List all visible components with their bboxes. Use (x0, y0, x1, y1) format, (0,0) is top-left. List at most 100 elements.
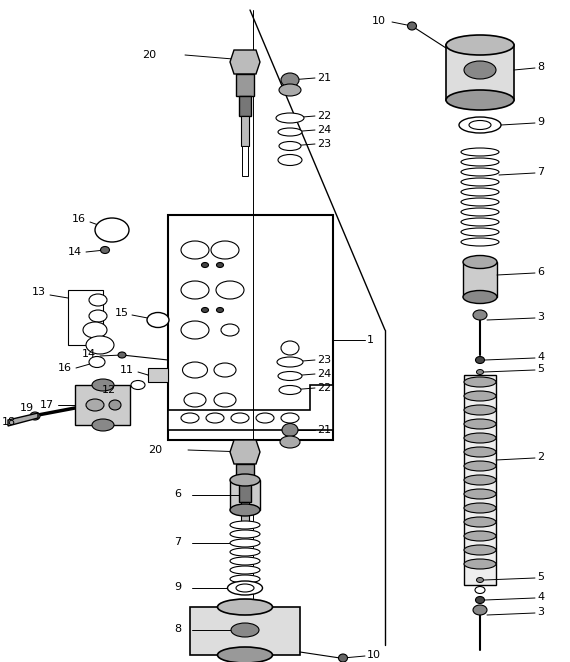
Ellipse shape (473, 310, 487, 320)
Ellipse shape (464, 419, 496, 429)
Ellipse shape (230, 504, 260, 516)
Text: 5: 5 (537, 364, 544, 374)
Bar (190, 607, 300, 655)
Ellipse shape (461, 168, 499, 176)
Polygon shape (168, 385, 333, 430)
Text: 7: 7 (174, 537, 181, 547)
Ellipse shape (461, 178, 499, 186)
Ellipse shape (464, 61, 496, 79)
Text: 21: 21 (317, 73, 331, 83)
Ellipse shape (279, 385, 301, 395)
Ellipse shape (95, 218, 129, 242)
Text: 18: 18 (2, 417, 16, 427)
Ellipse shape (281, 341, 299, 355)
Ellipse shape (83, 322, 107, 338)
Ellipse shape (230, 539, 260, 547)
Ellipse shape (464, 489, 496, 499)
Ellipse shape (464, 447, 496, 457)
Text: 21: 21 (317, 425, 331, 435)
Text: 20: 20 (148, 445, 162, 455)
Ellipse shape (475, 357, 484, 363)
Ellipse shape (464, 377, 496, 387)
Text: 16: 16 (72, 214, 86, 224)
Ellipse shape (339, 654, 348, 662)
Text: 2: 2 (537, 452, 544, 462)
Ellipse shape (184, 393, 206, 407)
Bar (241, 116, 249, 146)
Ellipse shape (461, 228, 499, 236)
Text: 19: 19 (20, 403, 34, 413)
Text: 13: 13 (32, 287, 46, 297)
Ellipse shape (147, 312, 169, 328)
Ellipse shape (469, 120, 491, 130)
Ellipse shape (231, 623, 259, 637)
Bar (68, 290, 103, 345)
Ellipse shape (464, 461, 496, 471)
Ellipse shape (464, 531, 496, 541)
Ellipse shape (181, 281, 209, 299)
Text: 24: 24 (317, 125, 331, 135)
Bar (241, 502, 249, 527)
Text: 6: 6 (174, 489, 181, 499)
Ellipse shape (461, 148, 499, 156)
Ellipse shape (446, 90, 514, 110)
Ellipse shape (461, 158, 499, 166)
Bar (236, 74, 254, 96)
Ellipse shape (30, 412, 40, 420)
Text: 20: 20 (142, 50, 156, 60)
Text: 17: 17 (40, 400, 54, 410)
Text: 1: 1 (367, 335, 374, 345)
Ellipse shape (276, 113, 304, 123)
Text: 11: 11 (120, 365, 134, 375)
Ellipse shape (236, 584, 254, 592)
Bar (230, 480, 260, 510)
Text: 5: 5 (537, 572, 544, 582)
Ellipse shape (221, 324, 239, 336)
Bar (75, 385, 130, 425)
Ellipse shape (280, 436, 300, 448)
Ellipse shape (217, 263, 223, 267)
Ellipse shape (463, 256, 497, 269)
Bar (148, 368, 168, 382)
Ellipse shape (475, 587, 485, 594)
Ellipse shape (214, 393, 236, 407)
Ellipse shape (464, 559, 496, 569)
Ellipse shape (461, 208, 499, 216)
Text: 10: 10 (367, 650, 381, 660)
Ellipse shape (218, 599, 272, 615)
Ellipse shape (461, 218, 499, 226)
Ellipse shape (227, 581, 263, 595)
Text: 22: 22 (317, 383, 331, 393)
Ellipse shape (475, 596, 484, 604)
Bar (446, 45, 514, 100)
Ellipse shape (100, 246, 109, 254)
Bar (242, 146, 248, 176)
Ellipse shape (477, 577, 483, 583)
Text: 23: 23 (317, 139, 331, 149)
Text: 15: 15 (115, 308, 129, 318)
Ellipse shape (202, 308, 209, 312)
Text: 7: 7 (537, 167, 544, 177)
Bar (239, 484, 251, 502)
Polygon shape (230, 440, 260, 464)
Text: 8: 8 (537, 62, 544, 72)
Ellipse shape (278, 154, 302, 166)
Ellipse shape (230, 521, 260, 529)
Ellipse shape (278, 128, 302, 136)
Ellipse shape (408, 22, 417, 30)
Ellipse shape (214, 363, 236, 377)
Ellipse shape (461, 188, 499, 196)
Text: 14: 14 (82, 349, 96, 359)
Bar (463, 262, 497, 297)
Ellipse shape (461, 198, 499, 206)
Ellipse shape (231, 413, 249, 423)
Ellipse shape (282, 424, 298, 436)
Ellipse shape (202, 263, 209, 267)
Text: 6: 6 (537, 267, 544, 277)
Ellipse shape (89, 294, 107, 306)
Text: 4: 4 (537, 592, 544, 602)
Ellipse shape (464, 517, 496, 527)
Ellipse shape (459, 117, 501, 133)
Ellipse shape (118, 352, 126, 358)
Ellipse shape (464, 545, 496, 555)
